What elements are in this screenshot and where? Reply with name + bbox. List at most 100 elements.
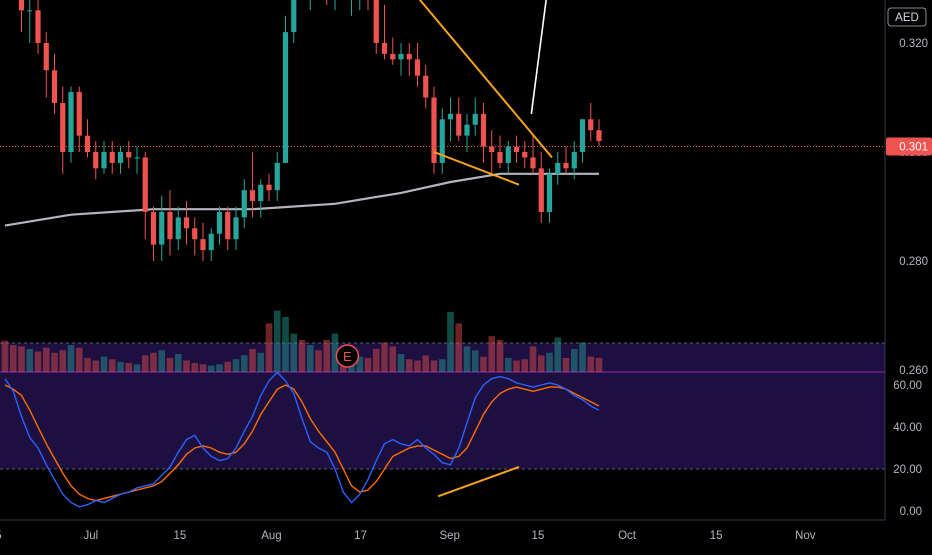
candle[interactable] [414, 43, 421, 87]
candle[interactable] [563, 146, 569, 174]
candle[interactable] [76, 86, 82, 152]
volume-bar [240, 355, 248, 372]
currency-badge[interactable]: AED [887, 7, 927, 27]
candle[interactable] [27, 0, 33, 43]
candle[interactable] [216, 206, 223, 245]
volume-bar [1, 340, 9, 372]
candle[interactable] [588, 102, 594, 142]
candle-body [241, 190, 247, 218]
candle[interactable] [18, 0, 25, 33]
candle[interactable] [381, 4, 388, 60]
volume-bar [496, 340, 504, 372]
candle[interactable] [175, 206, 181, 251]
candle[interactable] [456, 97, 462, 142]
candle[interactable] [282, 15, 289, 163]
candle[interactable] [233, 206, 239, 251]
volume-bar [595, 357, 603, 372]
currency-badge-box [887, 7, 927, 27]
candle[interactable] [35, 0, 41, 54]
candle[interactable] [159, 195, 165, 261]
candle[interactable] [84, 119, 91, 158]
candle-body [43, 43, 49, 71]
candle-body [456, 113, 462, 136]
candle[interactable] [93, 141, 99, 180]
candle[interactable] [480, 102, 487, 163]
candle[interactable] [472, 97, 478, 136]
candle[interactable] [530, 135, 536, 174]
candle[interactable] [101, 141, 107, 174]
candle[interactable] [60, 86, 66, 174]
earnings-marker[interactable]: E [335, 344, 360, 368]
candle[interactable] [109, 141, 115, 174]
candle[interactable] [274, 152, 280, 202]
candle[interactable] [571, 141, 577, 180]
candle[interactable] [538, 152, 544, 223]
candle[interactable] [447, 97, 454, 142]
candle[interactable] [398, 43, 404, 76]
candle[interactable] [489, 130, 495, 174]
candle-body [563, 162, 569, 169]
candle[interactable] [513, 135, 520, 163]
volume-bar [323, 340, 331, 372]
candle[interactable] [332, 0, 337, 11]
candle[interactable] [555, 152, 561, 185]
time-axis[interactable]: 5 Jul 15 Aug 17 Sep 15 Oct 15 Nov [0, 519, 885, 542]
support-trendline[interactable] [433, 151, 520, 186]
candle[interactable] [150, 206, 157, 262]
last-price-tag-text: 0.301 [899, 142, 928, 154]
candle-body [35, 10, 41, 44]
candle-body [414, 59, 421, 76]
candle[interactable] [431, 86, 437, 174]
candle[interactable] [349, 0, 354, 16]
candle[interactable] [43, 32, 49, 98]
candle[interactable] [225, 206, 231, 251]
candle[interactable] [142, 152, 148, 240]
candle-body [192, 228, 198, 240]
candle[interactable] [68, 86, 74, 163]
candle-body [150, 211, 157, 245]
candle[interactable] [546, 168, 553, 223]
candle[interactable] [406, 43, 412, 76]
descending-resistance-trendline[interactable] [296, 0, 553, 159]
candle[interactable] [241, 179, 247, 229]
volume-bar [422, 355, 430, 372]
candle[interactable] [126, 141, 132, 169]
price-axis[interactable]: 0.2600.2800.3000.3200.3400.3600.3800.400… [884, 0, 932, 550]
candle-body [225, 211, 231, 240]
candle[interactable] [167, 190, 173, 256]
candle-body [18, 0, 25, 11]
candle-body [142, 157, 148, 212]
candle[interactable] [439, 108, 445, 174]
candle[interactable] [464, 113, 470, 152]
candle[interactable] [497, 135, 503, 169]
volume-bar [100, 356, 108, 372]
candle[interactable] [266, 173, 272, 202]
candle[interactable] [579, 119, 586, 163]
candle[interactable] [258, 179, 264, 218]
stochastic-k-line [4, 371, 600, 508]
breakout-arrow[interactable] [530, 0, 556, 114]
candle[interactable] [522, 141, 528, 169]
candle[interactable] [134, 146, 140, 174]
candle[interactable] [505, 141, 511, 174]
candle-body [258, 184, 264, 202]
candle[interactable] [192, 217, 198, 256]
candle[interactable] [117, 146, 124, 174]
candle[interactable] [596, 119, 602, 147]
candle[interactable] [365, 0, 370, 11]
candle[interactable] [373, 0, 379, 54]
candle[interactable] [249, 152, 256, 218]
candle-body [381, 43, 388, 54]
candle[interactable] [390, 37, 396, 65]
candle[interactable] [183, 201, 190, 245]
candle[interactable] [423, 64, 429, 109]
volume-bar [141, 355, 149, 372]
candle[interactable] [291, 0, 297, 43]
candle[interactable] [208, 228, 214, 261]
candle[interactable] [51, 53, 58, 114]
volume-bar [430, 360, 438, 372]
stochastic-divergence-line[interactable] [437, 465, 520, 498]
candle[interactable] [200, 222, 206, 261]
